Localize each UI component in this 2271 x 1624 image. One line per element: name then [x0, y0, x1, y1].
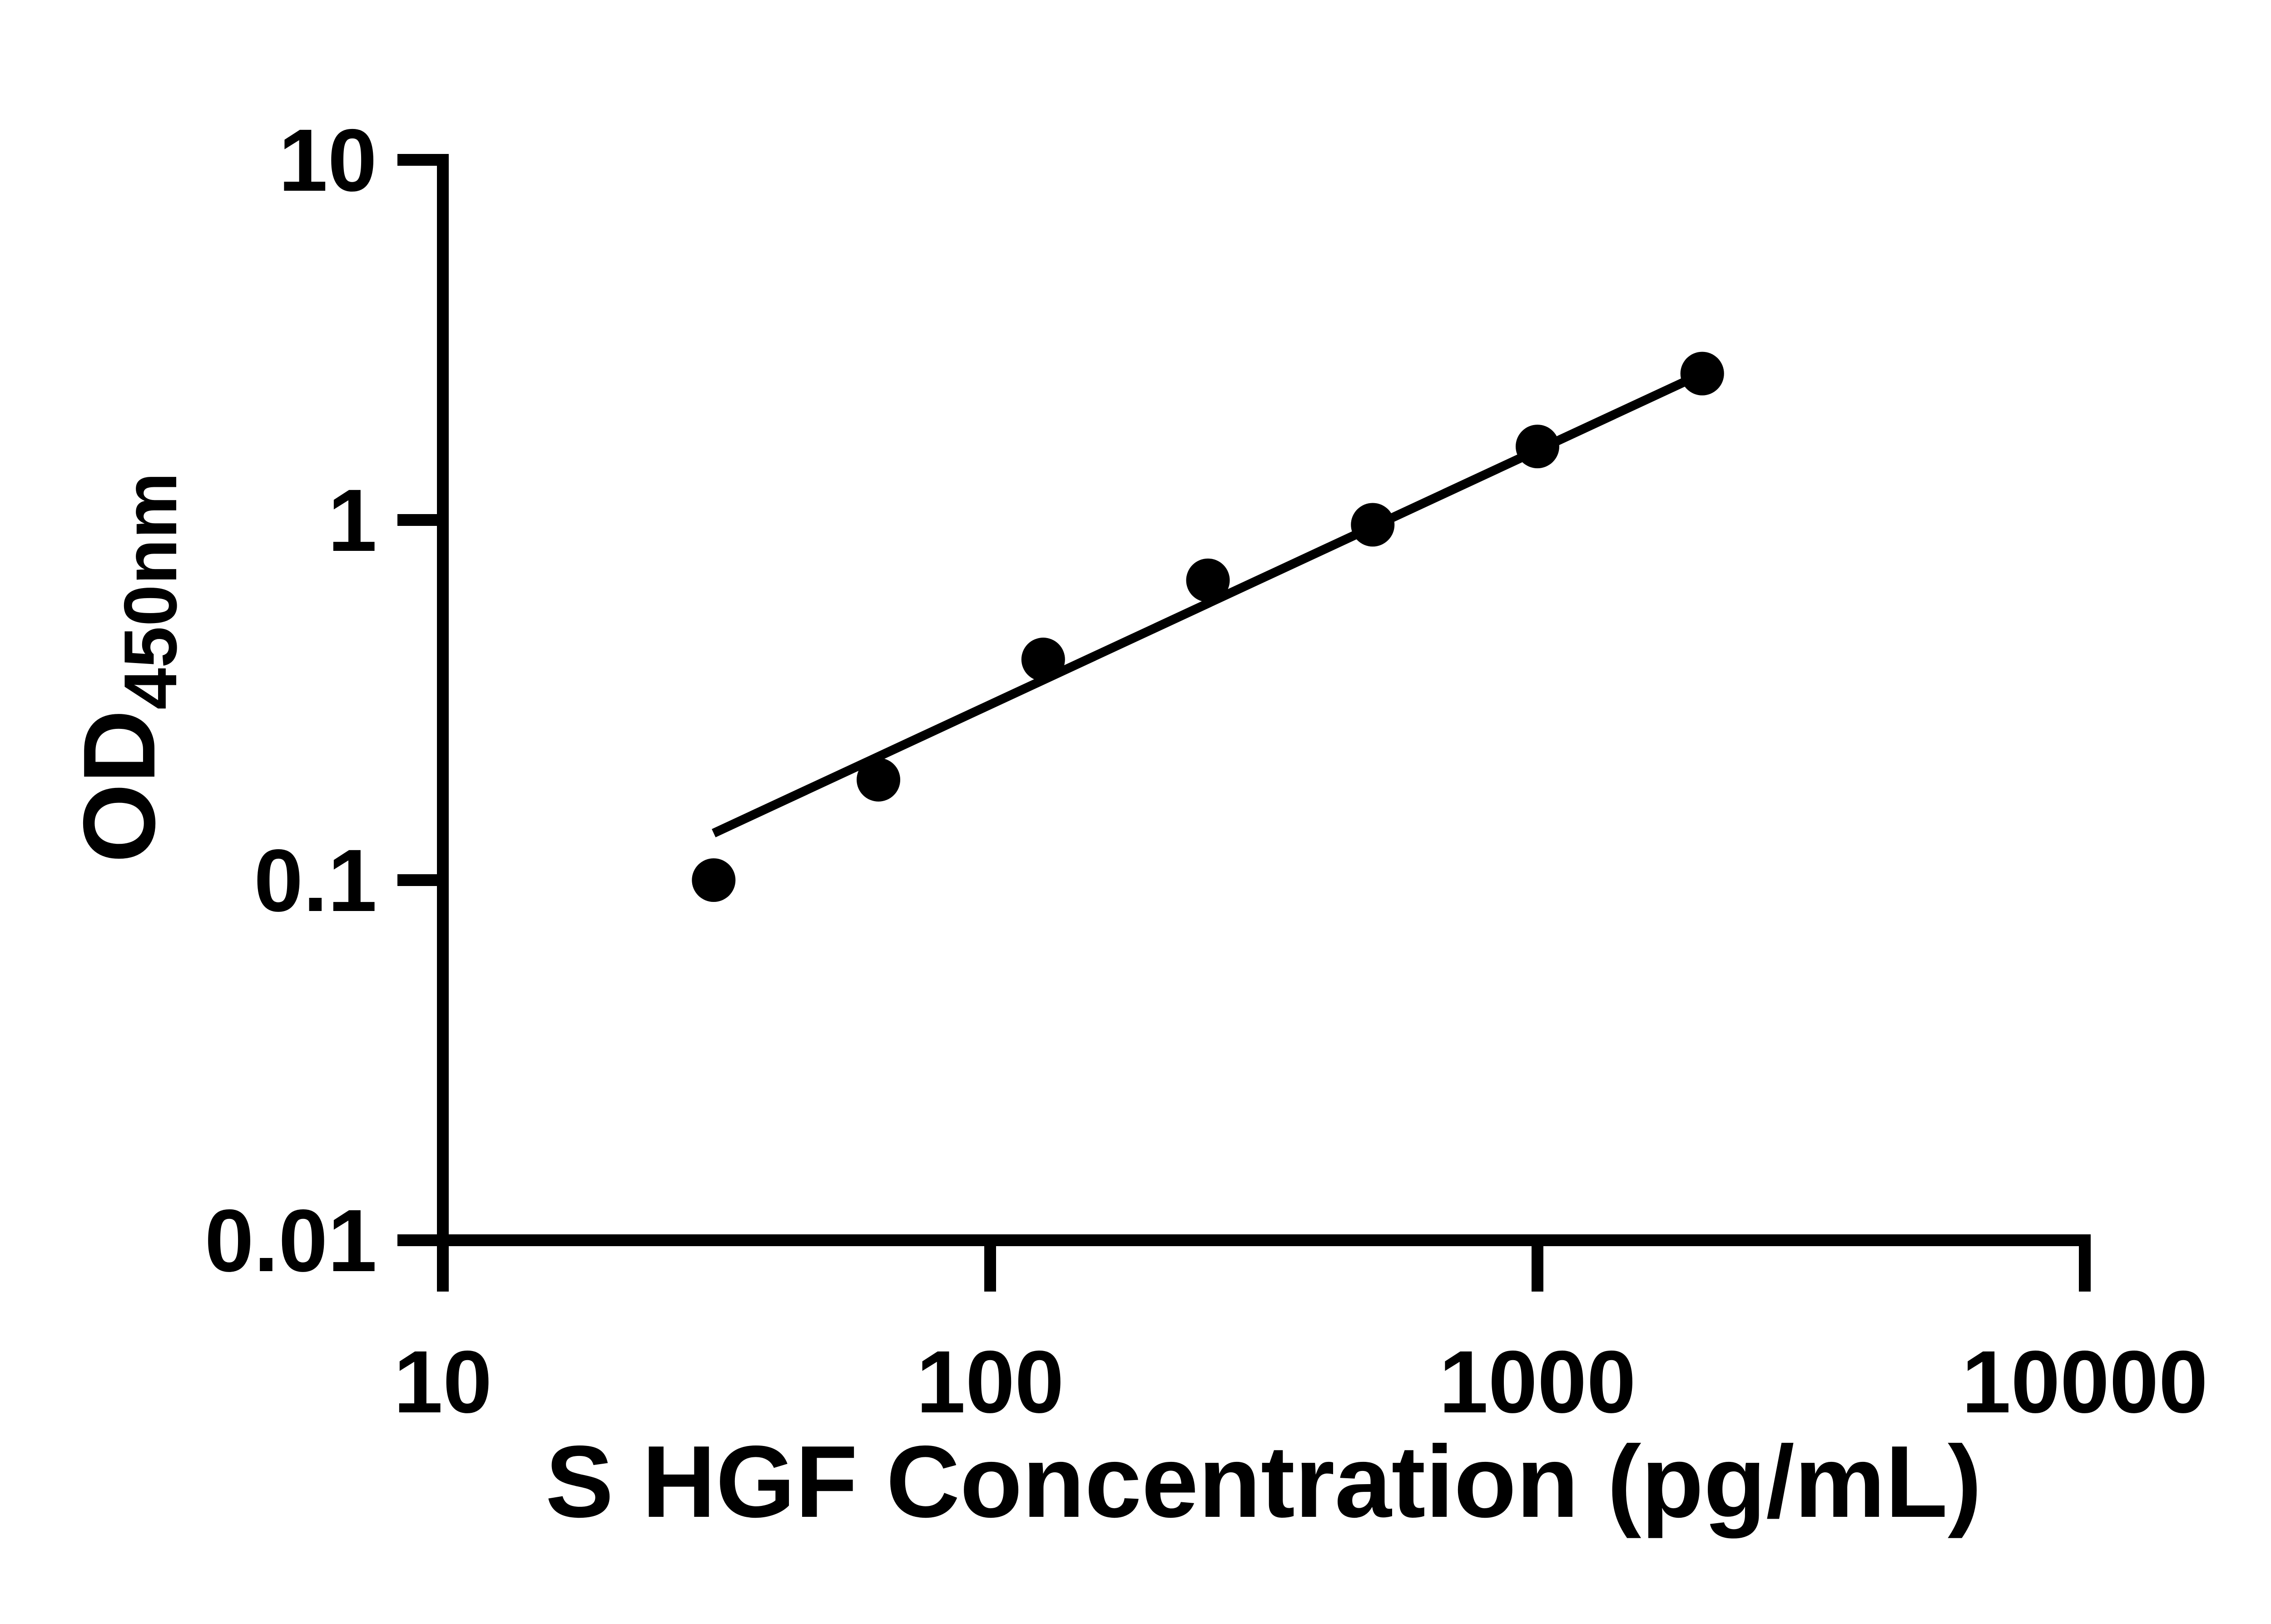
x-axis-ticks — [437, 1240, 2091, 1292]
data-point-marker — [1680, 352, 1724, 396]
axes — [437, 154, 2091, 1246]
x-axis-title: S HGF Concentration (pg/mL) — [545, 1424, 1982, 1539]
x-axis-tick-labels: 10 100 1000 10000 — [394, 1332, 2208, 1431]
y-axis-tick-labels: 10 1 0.1 0.01 — [204, 111, 377, 1290]
y-tick-label: 0.1 — [254, 831, 377, 930]
y-axis-ticks — [397, 154, 443, 1246]
data-point-marker — [1351, 503, 1395, 547]
y-axis-title: OD450nm — [62, 472, 192, 863]
y-tick-label: 0.01 — [204, 1191, 377, 1290]
data-point-marker — [857, 758, 901, 802]
x-tick-label: 10000 — [1962, 1332, 2208, 1431]
data-point-marker — [692, 858, 736, 902]
x-tick-label: 100 — [916, 1332, 1064, 1431]
data-point-marker — [1186, 558, 1230, 602]
y-axis-title-subscript: 450nm — [109, 472, 192, 710]
data-points — [692, 352, 1724, 902]
data-point-marker — [1516, 425, 1559, 469]
x-tick-label: 1000 — [1439, 1332, 1636, 1431]
data-point-marker — [1021, 638, 1065, 682]
y-tick-label: 10 — [278, 111, 377, 210]
y-tick-label: 1 — [328, 471, 377, 570]
y-axis-title-base: OD — [62, 710, 176, 863]
x-tick-label: 10 — [394, 1332, 492, 1431]
